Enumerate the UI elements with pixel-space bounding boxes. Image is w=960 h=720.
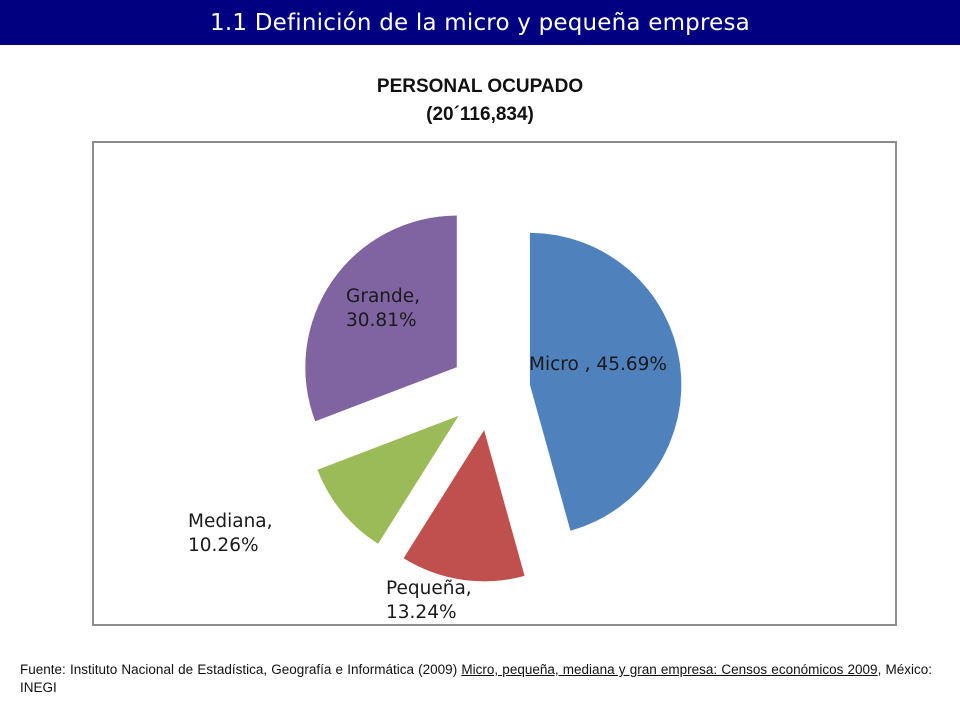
source-note: Fuente: Instituto Nacional de Estadístic… [20, 661, 932, 697]
slide-title: 1.1 Definición de la micro y pequeña emp… [210, 10, 750, 36]
slice-label-micro: Micro , 45.69% [529, 354, 667, 375]
slice-label-mediana-value: 10.26% [188, 535, 259, 556]
source-reference-link[interactable]: Micro, pequeña, mediana y gran empresa: … [461, 662, 878, 677]
header-bar: 1.1 Definición de la micro y pequeña emp… [0, 0, 960, 45]
chart-title: PERSONAL OCUPADO [376, 76, 584, 97]
source-suffix: , México: INEGI [20, 662, 933, 695]
pie-slice-micro [529, 232, 682, 532]
pie-slice-pequena [402, 428, 526, 582]
slice-label-mediana: Mediana, 10.26% [188, 510, 273, 558]
chart-subtitle: (20´116,834) [426, 104, 534, 125]
source-prefix: Fuente: Instituto Nacional de Estadístic… [20, 662, 462, 677]
slice-label-grande: Grande, 30.81% [346, 285, 420, 333]
slice-label-pequena: Pequeña, 13.24% [386, 577, 472, 625]
slice-label-pequena-name: Pequeña, [386, 578, 472, 599]
slice-label-pequena-value: 13.24% [386, 602, 457, 623]
slice-label-mediana-name: Mediana, [188, 511, 273, 532]
pie-slice-mediana [316, 414, 460, 545]
pie-slice-grande [304, 215, 458, 422]
slice-label-grande-value: 30.81% [346, 310, 417, 331]
slice-label-grande-name: Grande, [346, 286, 421, 307]
